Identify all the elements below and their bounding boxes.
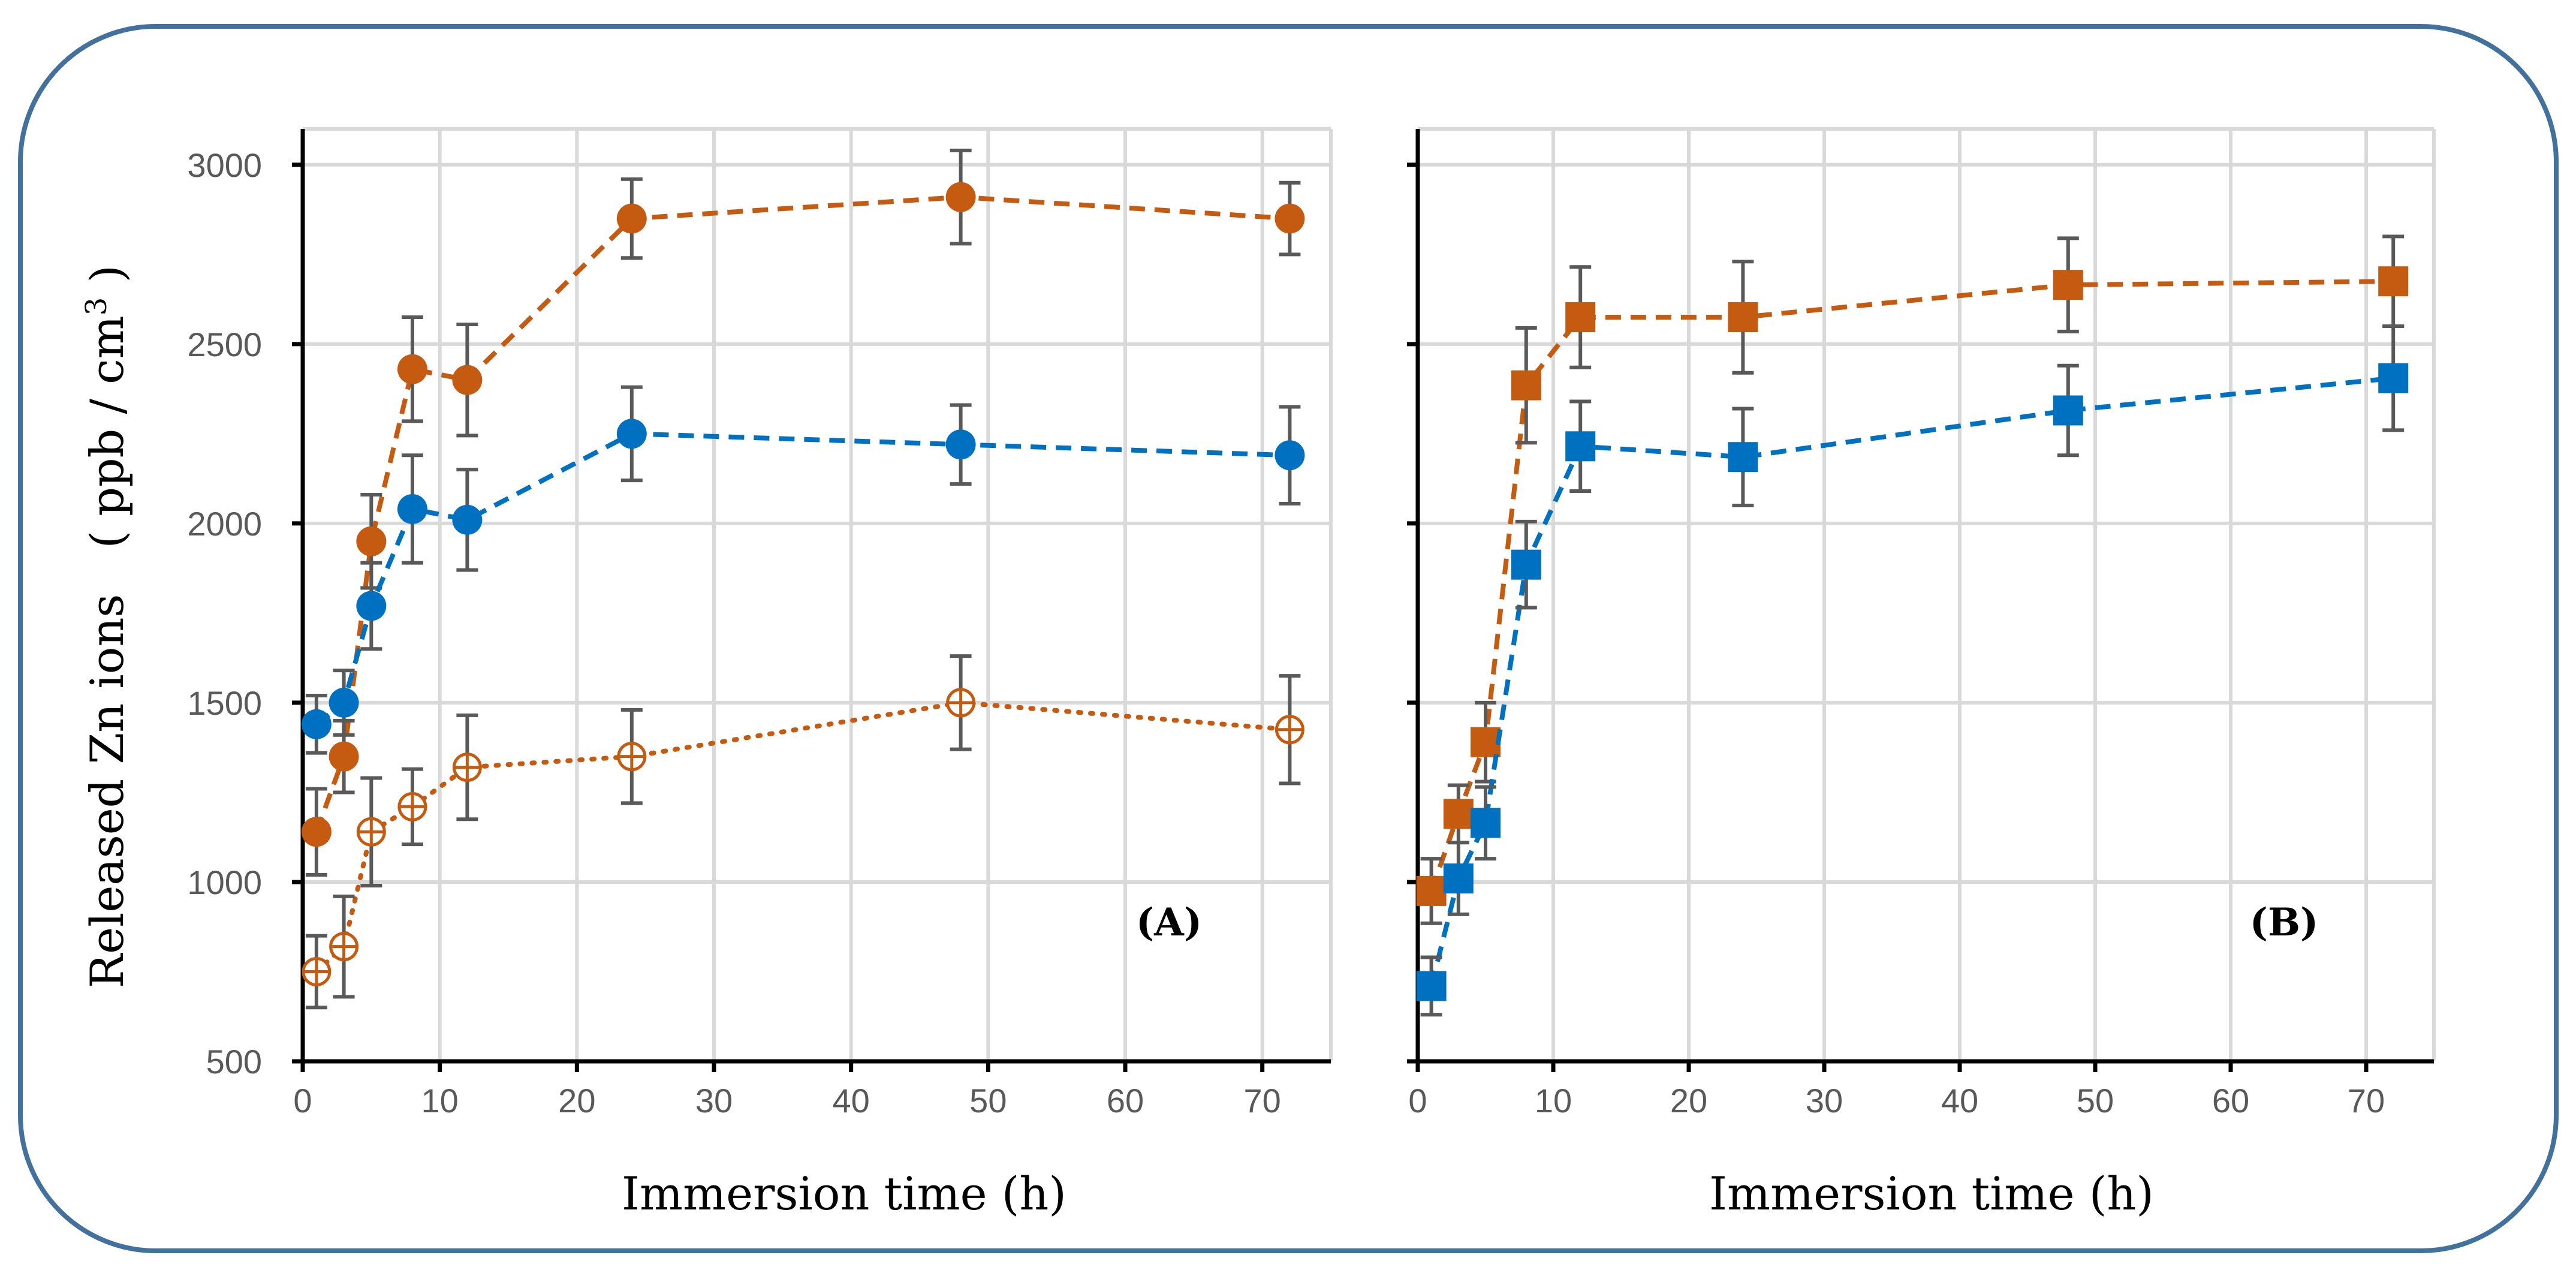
x-tick-label: 0 xyxy=(1408,1082,1427,1119)
data-point xyxy=(329,687,359,718)
data-point xyxy=(1416,875,1447,906)
x-axis-label-a: Immersion time (h) xyxy=(622,1167,1066,1220)
data-point xyxy=(1565,302,1596,332)
data-point xyxy=(356,526,387,556)
x-tick-label: 60 xyxy=(2212,1082,2249,1119)
y-tick-label: 3000 xyxy=(187,146,262,184)
y-tick-label: 2500 xyxy=(187,326,262,363)
x-tick-label: 70 xyxy=(1244,1082,1281,1119)
data-point xyxy=(301,709,332,739)
data-point xyxy=(397,792,427,821)
data-point xyxy=(946,688,976,718)
series-line xyxy=(315,431,1290,726)
data-point xyxy=(1511,370,1541,401)
data-point xyxy=(2053,395,2083,426)
x-tick-label: 30 xyxy=(1806,1082,1843,1119)
data-point xyxy=(452,365,483,395)
x-tick-label: 70 xyxy=(2348,1082,2385,1119)
data-point xyxy=(1471,727,1501,757)
data-point xyxy=(616,203,647,234)
data-point xyxy=(2378,363,2409,393)
data-point xyxy=(1275,203,1305,234)
y-axis-label: Released Zn ions ( ppb / cm3 ) xyxy=(80,265,134,988)
data-point xyxy=(1443,799,1474,829)
data-point xyxy=(356,817,386,847)
series-orange-filled xyxy=(301,148,1305,877)
x-tick-label: 10 xyxy=(1535,1082,1572,1119)
series-line xyxy=(1429,279,2394,892)
data-point xyxy=(1565,431,1596,462)
x-tick-label: 10 xyxy=(421,1082,459,1119)
x-tick-label: 30 xyxy=(695,1082,733,1119)
data-point xyxy=(1275,715,1304,745)
y-tick-label: 1000 xyxy=(187,863,262,901)
data-point xyxy=(329,932,359,962)
data-point xyxy=(356,591,387,621)
data-point xyxy=(397,354,427,384)
data-point xyxy=(302,956,332,986)
y-tick-label: 2000 xyxy=(187,505,262,543)
data-point xyxy=(2378,266,2409,297)
data-point xyxy=(301,817,332,847)
data-point xyxy=(945,182,976,212)
data-point xyxy=(452,753,482,783)
data-point xyxy=(329,741,359,772)
series-blue-filled xyxy=(301,385,1305,755)
data-point xyxy=(1443,863,1474,893)
data-point xyxy=(397,493,427,524)
x-tick-label: 40 xyxy=(833,1082,870,1119)
y-tick-label: 1500 xyxy=(187,684,262,722)
data-point xyxy=(452,504,483,535)
series-orange-square xyxy=(1416,234,2409,925)
data-point xyxy=(616,419,647,449)
x-tick-label: 50 xyxy=(969,1082,1007,1119)
panel-label-b: (B) xyxy=(2250,900,2319,945)
x-tick-label: 0 xyxy=(293,1082,312,1119)
data-point xyxy=(945,429,976,460)
series-line xyxy=(1429,375,2394,987)
y-tick-label: 500 xyxy=(206,1043,262,1081)
data-point xyxy=(1471,808,1501,838)
x-tick-label: 20 xyxy=(558,1082,595,1119)
x-tick-label: 20 xyxy=(1670,1082,1707,1119)
series-orange-open xyxy=(302,654,1304,1010)
data-point xyxy=(1728,302,1758,332)
panel-label-a: (A) xyxy=(1136,900,1202,945)
panel-b: 0 10 20 30 40 50 60 70 xyxy=(1407,127,2436,1119)
data-point xyxy=(2053,270,2083,300)
x-tick-label: 50 xyxy=(2077,1082,2114,1119)
x-axis-label-b: Immersion time (h) xyxy=(1709,1167,2154,1220)
series-blue-square xyxy=(1416,324,2409,1017)
panel-a: 0 10 20 30 40 50 60 70 500 1000 1500 2000 2500 3000 xyxy=(187,127,1333,1119)
data-point xyxy=(1511,549,1541,580)
x-tick-label: 60 xyxy=(1107,1082,1144,1119)
data-point xyxy=(1416,971,1447,1001)
data-point xyxy=(1728,442,1758,473)
x-tick-label: 40 xyxy=(1941,1082,1978,1119)
data-point xyxy=(617,742,647,772)
data-point xyxy=(1275,440,1305,471)
